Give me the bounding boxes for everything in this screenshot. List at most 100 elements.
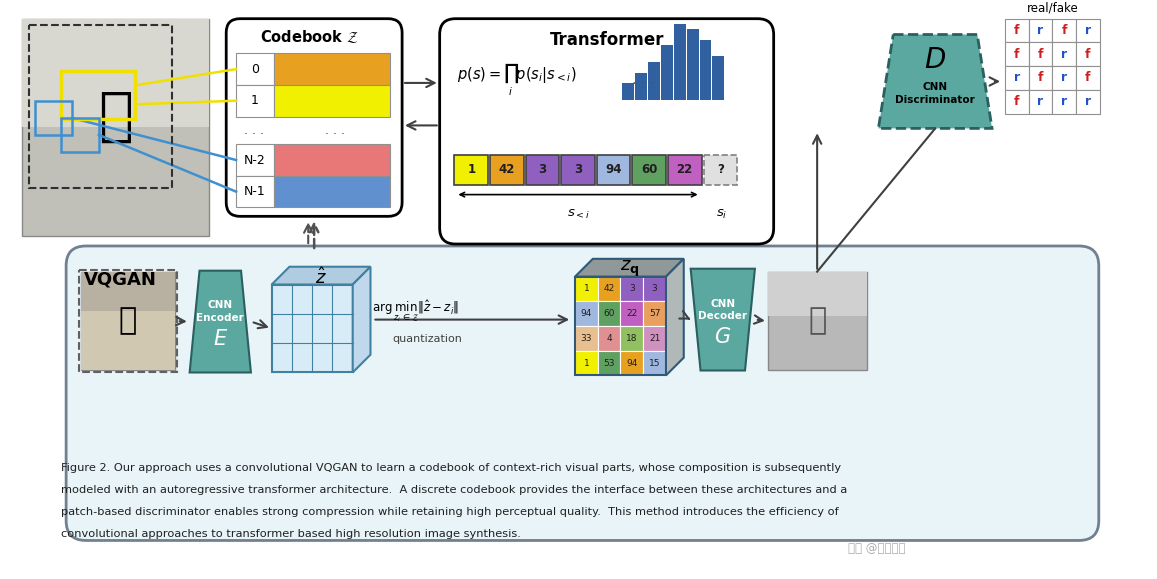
Text: . . .: . . .	[244, 124, 264, 137]
Polygon shape	[691, 269, 754, 371]
Bar	[35, 101, 72, 135]
Bar	[1076, 90, 1100, 113]
Text: f: f	[1014, 24, 1019, 37]
Text: 57: 57	[649, 309, 661, 318]
Text: $s_{<i}$: $s_{<i}$	[567, 207, 589, 221]
Bar	[598, 277, 620, 301]
Bar	[81, 311, 175, 371]
Bar	[620, 326, 643, 351]
Bar	[236, 176, 274, 207]
Bar	[274, 53, 390, 85]
Bar	[22, 19, 209, 236]
Text: N-2: N-2	[244, 153, 266, 167]
Bar	[635, 72, 647, 100]
Bar	[1076, 66, 1100, 90]
Polygon shape	[575, 259, 684, 277]
Bar	[622, 83, 634, 100]
Text: quantization: quantization	[392, 334, 462, 344]
Bar	[1053, 42, 1076, 66]
Text: 33: 33	[581, 334, 592, 343]
Text: r: r	[1085, 24, 1091, 37]
Bar	[29, 25, 172, 188]
Text: patch-based discriminator enables strong compression while retaining high percep: patch-based discriminator enables strong…	[61, 507, 839, 517]
Text: 3: 3	[538, 163, 546, 177]
Bar	[643, 301, 666, 326]
Text: 42: 42	[604, 284, 614, 294]
Text: 94: 94	[605, 163, 621, 177]
Bar	[768, 272, 867, 371]
Text: f: f	[1014, 48, 1019, 61]
Bar	[668, 155, 701, 185]
Text: 4: 4	[606, 334, 612, 343]
Polygon shape	[353, 267, 370, 372]
Text: 60: 60	[641, 163, 657, 177]
Text: 1: 1	[251, 94, 259, 107]
Bar	[1005, 19, 1029, 42]
Bar	[491, 155, 524, 185]
Bar	[661, 45, 673, 100]
FancyBboxPatch shape	[440, 19, 774, 244]
Bar	[575, 277, 666, 375]
Bar	[1005, 42, 1029, 66]
Text: . . .: . . .	[633, 73, 654, 87]
Text: f: f	[1038, 48, 1044, 61]
Bar	[455, 155, 488, 185]
Bar	[1029, 19, 1053, 42]
Text: 15: 15	[649, 358, 661, 368]
Bar	[274, 144, 390, 176]
Text: 3: 3	[574, 163, 582, 177]
Bar	[1053, 90, 1076, 113]
Bar	[620, 301, 643, 326]
Text: 60: 60	[604, 309, 614, 318]
Bar	[673, 24, 686, 100]
Bar	[272, 284, 353, 372]
Text: 1: 1	[583, 284, 589, 294]
Bar	[598, 326, 620, 351]
Text: Figure 2. Our approach uses a convolutional VQGAN to learn a codebook of context: Figure 2. Our approach uses a convolutio…	[61, 463, 841, 474]
Text: real/fake: real/fake	[1026, 2, 1078, 14]
Bar	[274, 85, 390, 116]
Bar	[700, 40, 712, 100]
Text: f: f	[1038, 71, 1044, 85]
Bar	[575, 301, 598, 326]
Text: ?: ?	[717, 163, 724, 177]
Text: f: f	[1014, 95, 1019, 108]
Bar	[597, 155, 631, 185]
Text: $p(s) = \prod_i p(s_i|s_{<i})$: $p(s) = \prod_i p(s_i|s_{<i})$	[457, 62, 577, 98]
Text: 🐕: 🐕	[808, 307, 826, 336]
Bar	[1076, 19, 1100, 42]
Bar	[1076, 42, 1100, 66]
Bar	[61, 118, 98, 152]
Text: 3: 3	[651, 284, 657, 294]
Text: $G$: $G$	[714, 327, 731, 347]
Bar	[1005, 90, 1029, 113]
Text: r: r	[1061, 48, 1067, 61]
Bar	[236, 144, 274, 176]
FancyBboxPatch shape	[66, 246, 1099, 540]
Text: 94: 94	[581, 309, 592, 318]
Text: $s_i$: $s_i$	[715, 207, 727, 221]
Bar	[620, 351, 643, 375]
Bar	[1053, 19, 1076, 42]
Bar	[1029, 90, 1053, 113]
Text: 53: 53	[604, 358, 614, 368]
Text: 🐕: 🐕	[119, 307, 137, 336]
Bar	[643, 326, 666, 351]
Bar	[598, 351, 620, 375]
Text: VQGAN: VQGAN	[84, 271, 157, 289]
Polygon shape	[666, 259, 684, 375]
Text: $\arg\min_{z_i \in \mathcal{Z}} \|\hat{z} - z_i\|$: $\arg\min_{z_i \in \mathcal{Z}} \|\hat{z…	[373, 298, 459, 324]
Text: . . .: . . .	[325, 124, 345, 137]
Text: $\hat{z}$: $\hat{z}$	[315, 267, 327, 288]
Text: modeled with an autoregressive transformer architecture.  A discrete codebook pr: modeled with an autoregressive transform…	[61, 485, 847, 495]
Bar	[81, 272, 175, 311]
Bar	[575, 351, 598, 375]
Text: 1: 1	[583, 358, 589, 368]
Bar	[561, 155, 595, 185]
Text: 3: 3	[629, 284, 635, 294]
Bar	[687, 29, 699, 100]
Text: 18: 18	[626, 334, 638, 343]
Polygon shape	[190, 271, 251, 372]
Bar	[620, 277, 643, 301]
Text: f: f	[1061, 24, 1067, 37]
